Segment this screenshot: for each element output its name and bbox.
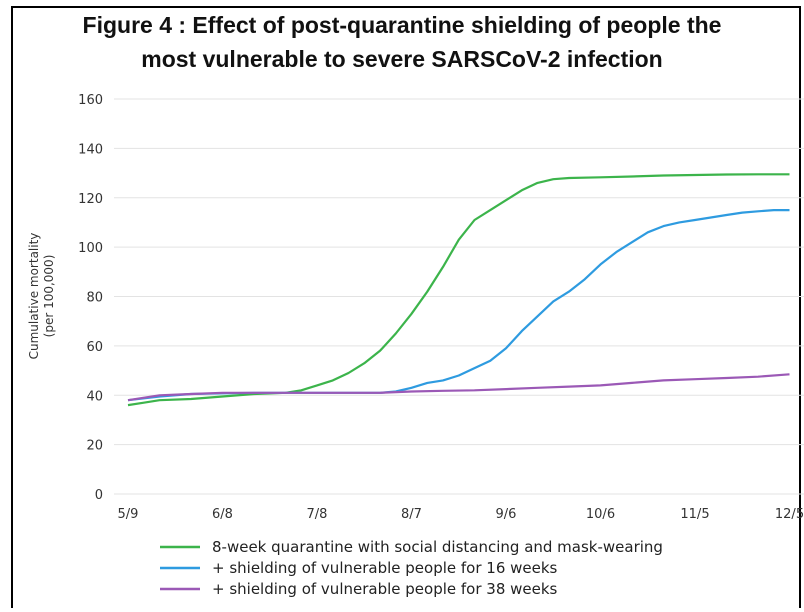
legend-entry-label: 8-week quarantine with social distancing… [212, 538, 663, 556]
x-tick-labels: 5/9 6/8 7/8 8/7 9/6 10/6 11/5 12/5 [118, 507, 804, 522]
series-lines [127, 173, 790, 407]
y-tick-label: 120 [78, 192, 103, 207]
series-line-1 [127, 173, 790, 407]
series-line-3 [127, 373, 790, 402]
y-tick-label: 100 [78, 241, 103, 256]
y-axis-label-line-1: Cumulative mortality [27, 233, 41, 360]
x-tick-label: 6/8 [212, 507, 233, 522]
legend: 8-week quarantine with social distancing… [160, 538, 663, 598]
x-tick-label: 9/6 [496, 507, 517, 522]
y-tick-label: 20 [86, 439, 103, 454]
legend-entry-label: + shielding of vulnerable people for 16 … [212, 559, 558, 577]
x-tick-label: 10/6 [586, 507, 615, 522]
y-tick-label: 140 [78, 142, 103, 157]
chart-title: Figure 4 : Effect of post-quarantine shi… [0, 8, 804, 76]
chart-title-line-1: Figure 4 : Effect of post-quarantine shi… [82, 12, 722, 38]
x-tick-label: 12/5 [775, 507, 804, 522]
figure-frame [11, 6, 801, 608]
y-tick-label: 60 [86, 340, 103, 355]
x-tick-label: 8/7 [401, 507, 422, 522]
y-tick-label: 0 [95, 488, 103, 503]
y-tick-labels: 0 20 40 60 80 100 120 140 160 [78, 93, 103, 503]
y-tick-label: 80 [86, 291, 103, 306]
y-axis-label-line-2: (per 100,000) [42, 255, 56, 338]
x-tick-label: 5/9 [118, 507, 139, 522]
y-tick-label: 160 [78, 93, 103, 108]
y-tick-label: 40 [86, 389, 103, 404]
grid-lines [114, 98, 804, 495]
x-tick-label: 11/5 [680, 507, 709, 522]
x-tick-label: 7/8 [307, 507, 328, 522]
legend-entry-label: + shielding of vulnerable people for 38 … [212, 580, 558, 598]
chart-title-line-2: most vulnerable to severe SARSCoV-2 infe… [141, 46, 663, 72]
